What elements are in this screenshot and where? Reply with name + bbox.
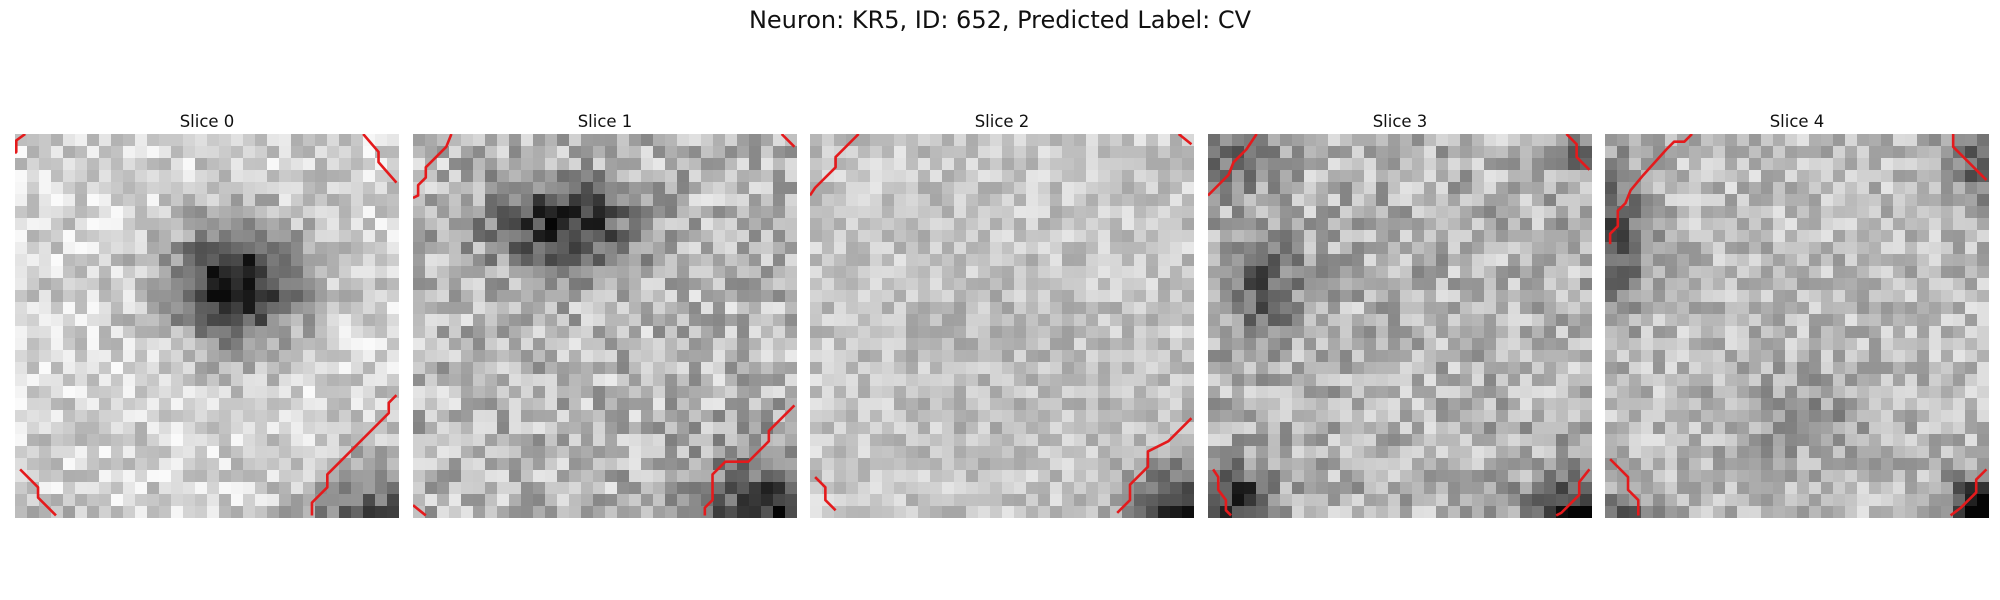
slice-title: Slice 2: [810, 112, 1194, 131]
slice-title: Slice 1: [413, 112, 797, 131]
slice-image: [810, 134, 1194, 518]
slice-title: Slice 4: [1605, 112, 1989, 131]
slice-title: Slice 0: [15, 112, 399, 131]
slice-image: [413, 134, 797, 518]
slice-image: [15, 134, 399, 518]
figure-title: Neuron: KR5, ID: 652, Predicted Label: C…: [0, 6, 2000, 34]
slice-title: Slice 3: [1208, 112, 1592, 131]
slice-image: [1208, 134, 1592, 518]
slice-image: [1605, 134, 1989, 518]
